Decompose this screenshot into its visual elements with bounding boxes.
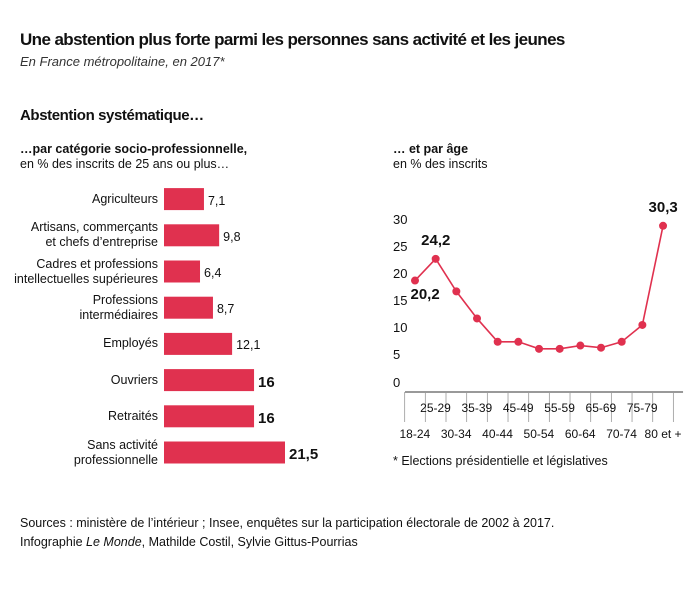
subtitle: En France métropolitaine, en 2017*	[20, 54, 225, 69]
bar	[164, 405, 255, 428]
x-tick-label: 70-74	[606, 427, 637, 441]
category-label: Agriculteurs	[92, 191, 158, 206]
y-tick-label: 30	[393, 211, 408, 227]
x-tick-label: 80 et +	[644, 427, 682, 441]
category-label: Artisans, commerçants et chefs d’entrepr…	[30, 220, 158, 250]
value-label: 9,8	[223, 229, 241, 244]
line	[414, 225, 664, 350]
bar-chart-subtitle: en % des inscrits de 25 ans ou plus…	[20, 157, 230, 171]
value-label: 12,1	[236, 338, 261, 353]
bar	[164, 260, 201, 283]
y-tick-label: 10	[393, 320, 408, 336]
x-tick-label: 35-39	[461, 401, 493, 415]
value-label: 6,4	[204, 266, 222, 280]
value-label: 21,5	[289, 446, 319, 463]
x-tick-label: 75-79	[626, 401, 658, 415]
x-tick-label: 60-64	[564, 427, 596, 441]
x-tick-label: 55-59	[544, 401, 575, 415]
x-tick-label: 30-34	[440, 427, 472, 441]
line-chart-subtitle: en % des inscrits	[393, 157, 488, 171]
point	[638, 320, 647, 329]
bar	[164, 188, 204, 211]
y-tick-label: 20	[393, 266, 408, 282]
y-tick-label: 25	[393, 239, 408, 255]
point	[659, 221, 668, 230]
point	[597, 343, 606, 352]
y-tick-label: 0	[393, 374, 401, 390]
point	[576, 341, 585, 350]
line-chart-title: … et par âge	[393, 142, 469, 156]
point	[411, 276, 419, 285]
bar	[164, 332, 233, 355]
bar	[164, 296, 213, 319]
category-label: Cadres et professions intellectuelles su…	[14, 256, 158, 286]
bar	[164, 441, 285, 464]
credit-prefix: Infographie	[20, 535, 83, 549]
point	[431, 254, 440, 263]
x-tick-label: 45-49	[502, 401, 534, 415]
value-label: 16	[258, 373, 275, 391]
value-label: 24,2	[421, 231, 451, 249]
point	[514, 337, 523, 346]
point	[452, 287, 461, 296]
x-tick-label: 40-44	[482, 427, 513, 441]
category-label: Professions intermédiaires	[79, 292, 158, 322]
bar	[164, 369, 255, 392]
value-label: 8,7	[216, 302, 235, 317]
footnote: * Elections présidentielle et législativ…	[393, 454, 608, 468]
credit-authors: , Mathilde Costil, Sylvie Gittus-Pourria…	[141, 535, 358, 549]
point	[535, 344, 544, 353]
point	[493, 337, 502, 346]
credit-publication: Le Monde	[86, 535, 142, 549]
credit: Infographie Le Monde, Mathilde Costil, S…	[20, 535, 358, 550]
y-tick-label: 15	[393, 293, 408, 309]
point	[555, 344, 564, 353]
point	[617, 337, 626, 346]
section-title: Abstention systématique…	[20, 107, 204, 124]
x-tick-label: 25-29	[420, 401, 451, 415]
category-label: Employés	[103, 336, 158, 351]
point	[473, 314, 482, 323]
value-label: 20,2	[410, 285, 440, 303]
title: Une abstention plus forte parmi les pers…	[20, 30, 565, 49]
category-label: Sans activité professionnelle	[73, 437, 158, 467]
x-tick-label: 65-69	[585, 401, 617, 415]
value-label: 30,3	[648, 198, 678, 216]
x-tick-label: 50-54	[523, 427, 555, 441]
y-tick-label: 5	[393, 347, 401, 363]
sources: Sources : ministère de l’intérieur ; Ins…	[20, 516, 555, 530]
bar-chart-title: …par catégorie socio-professionnelle,	[20, 142, 248, 156]
value-label: 7,1	[207, 193, 226, 208]
category-label: Retraités	[107, 408, 158, 423]
bar	[164, 224, 220, 247]
value-label: 16	[258, 409, 275, 427]
category-label: Ouvriers	[110, 372, 158, 387]
x-tick-label: 18-24	[399, 427, 431, 441]
